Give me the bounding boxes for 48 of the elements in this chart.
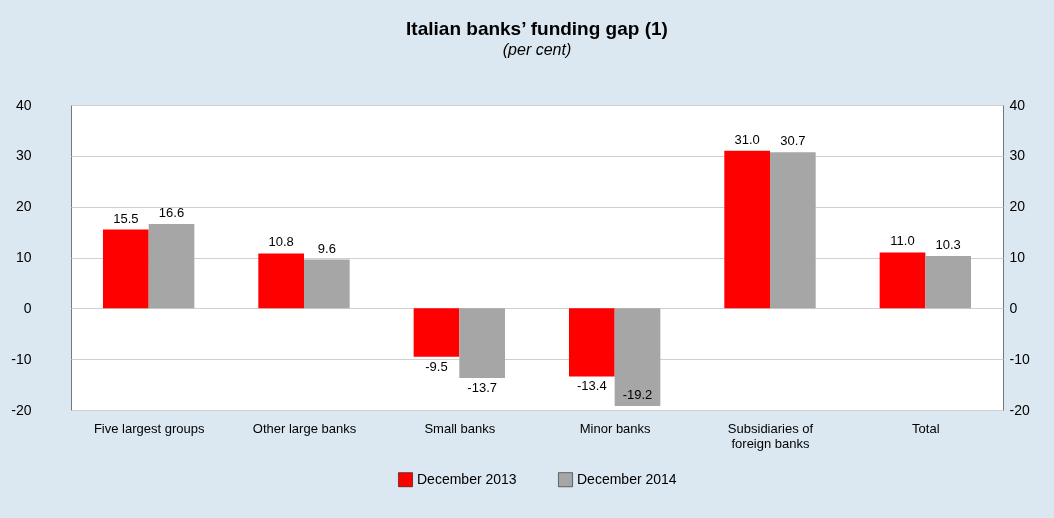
- legend-label: December 2013: [417, 470, 517, 487]
- data-label: 30.7: [780, 133, 806, 149]
- y-tick-label: 30: [15, 147, 32, 164]
- x-tick-label: Small banks: [424, 420, 496, 436]
- bar: [102, 229, 149, 309]
- y-tick-label: 20: [15, 198, 32, 215]
- data-label: -13.4: [577, 378, 607, 394]
- bar: [459, 308, 506, 378]
- y-tick-label: -10: [11, 350, 32, 367]
- data-label: 15.5: [113, 210, 139, 226]
- bar: [148, 223, 195, 309]
- bar: [614, 308, 661, 406]
- y2-tick-label: 30: [1009, 147, 1026, 164]
- data-label: 9.6: [317, 240, 336, 256]
- data-label: 31.0: [734, 131, 760, 147]
- y-tick-label: -20: [11, 401, 32, 418]
- data-label: -13.7: [467, 379, 497, 395]
- bar: [879, 252, 926, 309]
- data-label: 10.3: [935, 236, 961, 252]
- y-tick-label: 0: [23, 299, 32, 316]
- x-tick-label: Five largest groups: [93, 420, 205, 436]
- y2-tick-label: 0: [1009, 299, 1018, 316]
- data-label: -9.5: [425, 358, 448, 374]
- x-tick-label: Minor banks: [579, 420, 652, 436]
- y-tick-label: 40: [15, 96, 32, 113]
- bar: [925, 255, 972, 309]
- bar: [770, 152, 816, 309]
- x-tick-label: Subsidiaries of foreign banks: [727, 420, 814, 451]
- bar: [724, 150, 770, 309]
- bar: [568, 308, 615, 377]
- chart-title: Italian banks’ funding gap (1): [406, 18, 668, 39]
- legend-label: December 2014: [577, 470, 677, 487]
- chart-subtitle: (per cent): [502, 41, 572, 58]
- y2-tick-label: 10: [1009, 249, 1026, 265]
- data-label: 11.0: [890, 233, 915, 249]
- data-label: -19.2: [622, 386, 653, 402]
- x-tick-label: Other large banks: [252, 420, 357, 436]
- y2-tick-label: -10: [1009, 350, 1030, 367]
- bar: [413, 308, 460, 357]
- data-label: 10.8: [268, 234, 294, 250]
- y2-tick-label: -20: [1009, 401, 1030, 418]
- x-tick-label: Total: [912, 420, 940, 436]
- bar: [304, 259, 350, 309]
- y2-tick-label: 20: [1009, 198, 1026, 215]
- data-label: 16.6: [158, 204, 185, 220]
- y-tick-label: 10: [15, 249, 32, 265]
- bar: [258, 253, 304, 309]
- y2-tick-label: 40: [1009, 96, 1026, 113]
